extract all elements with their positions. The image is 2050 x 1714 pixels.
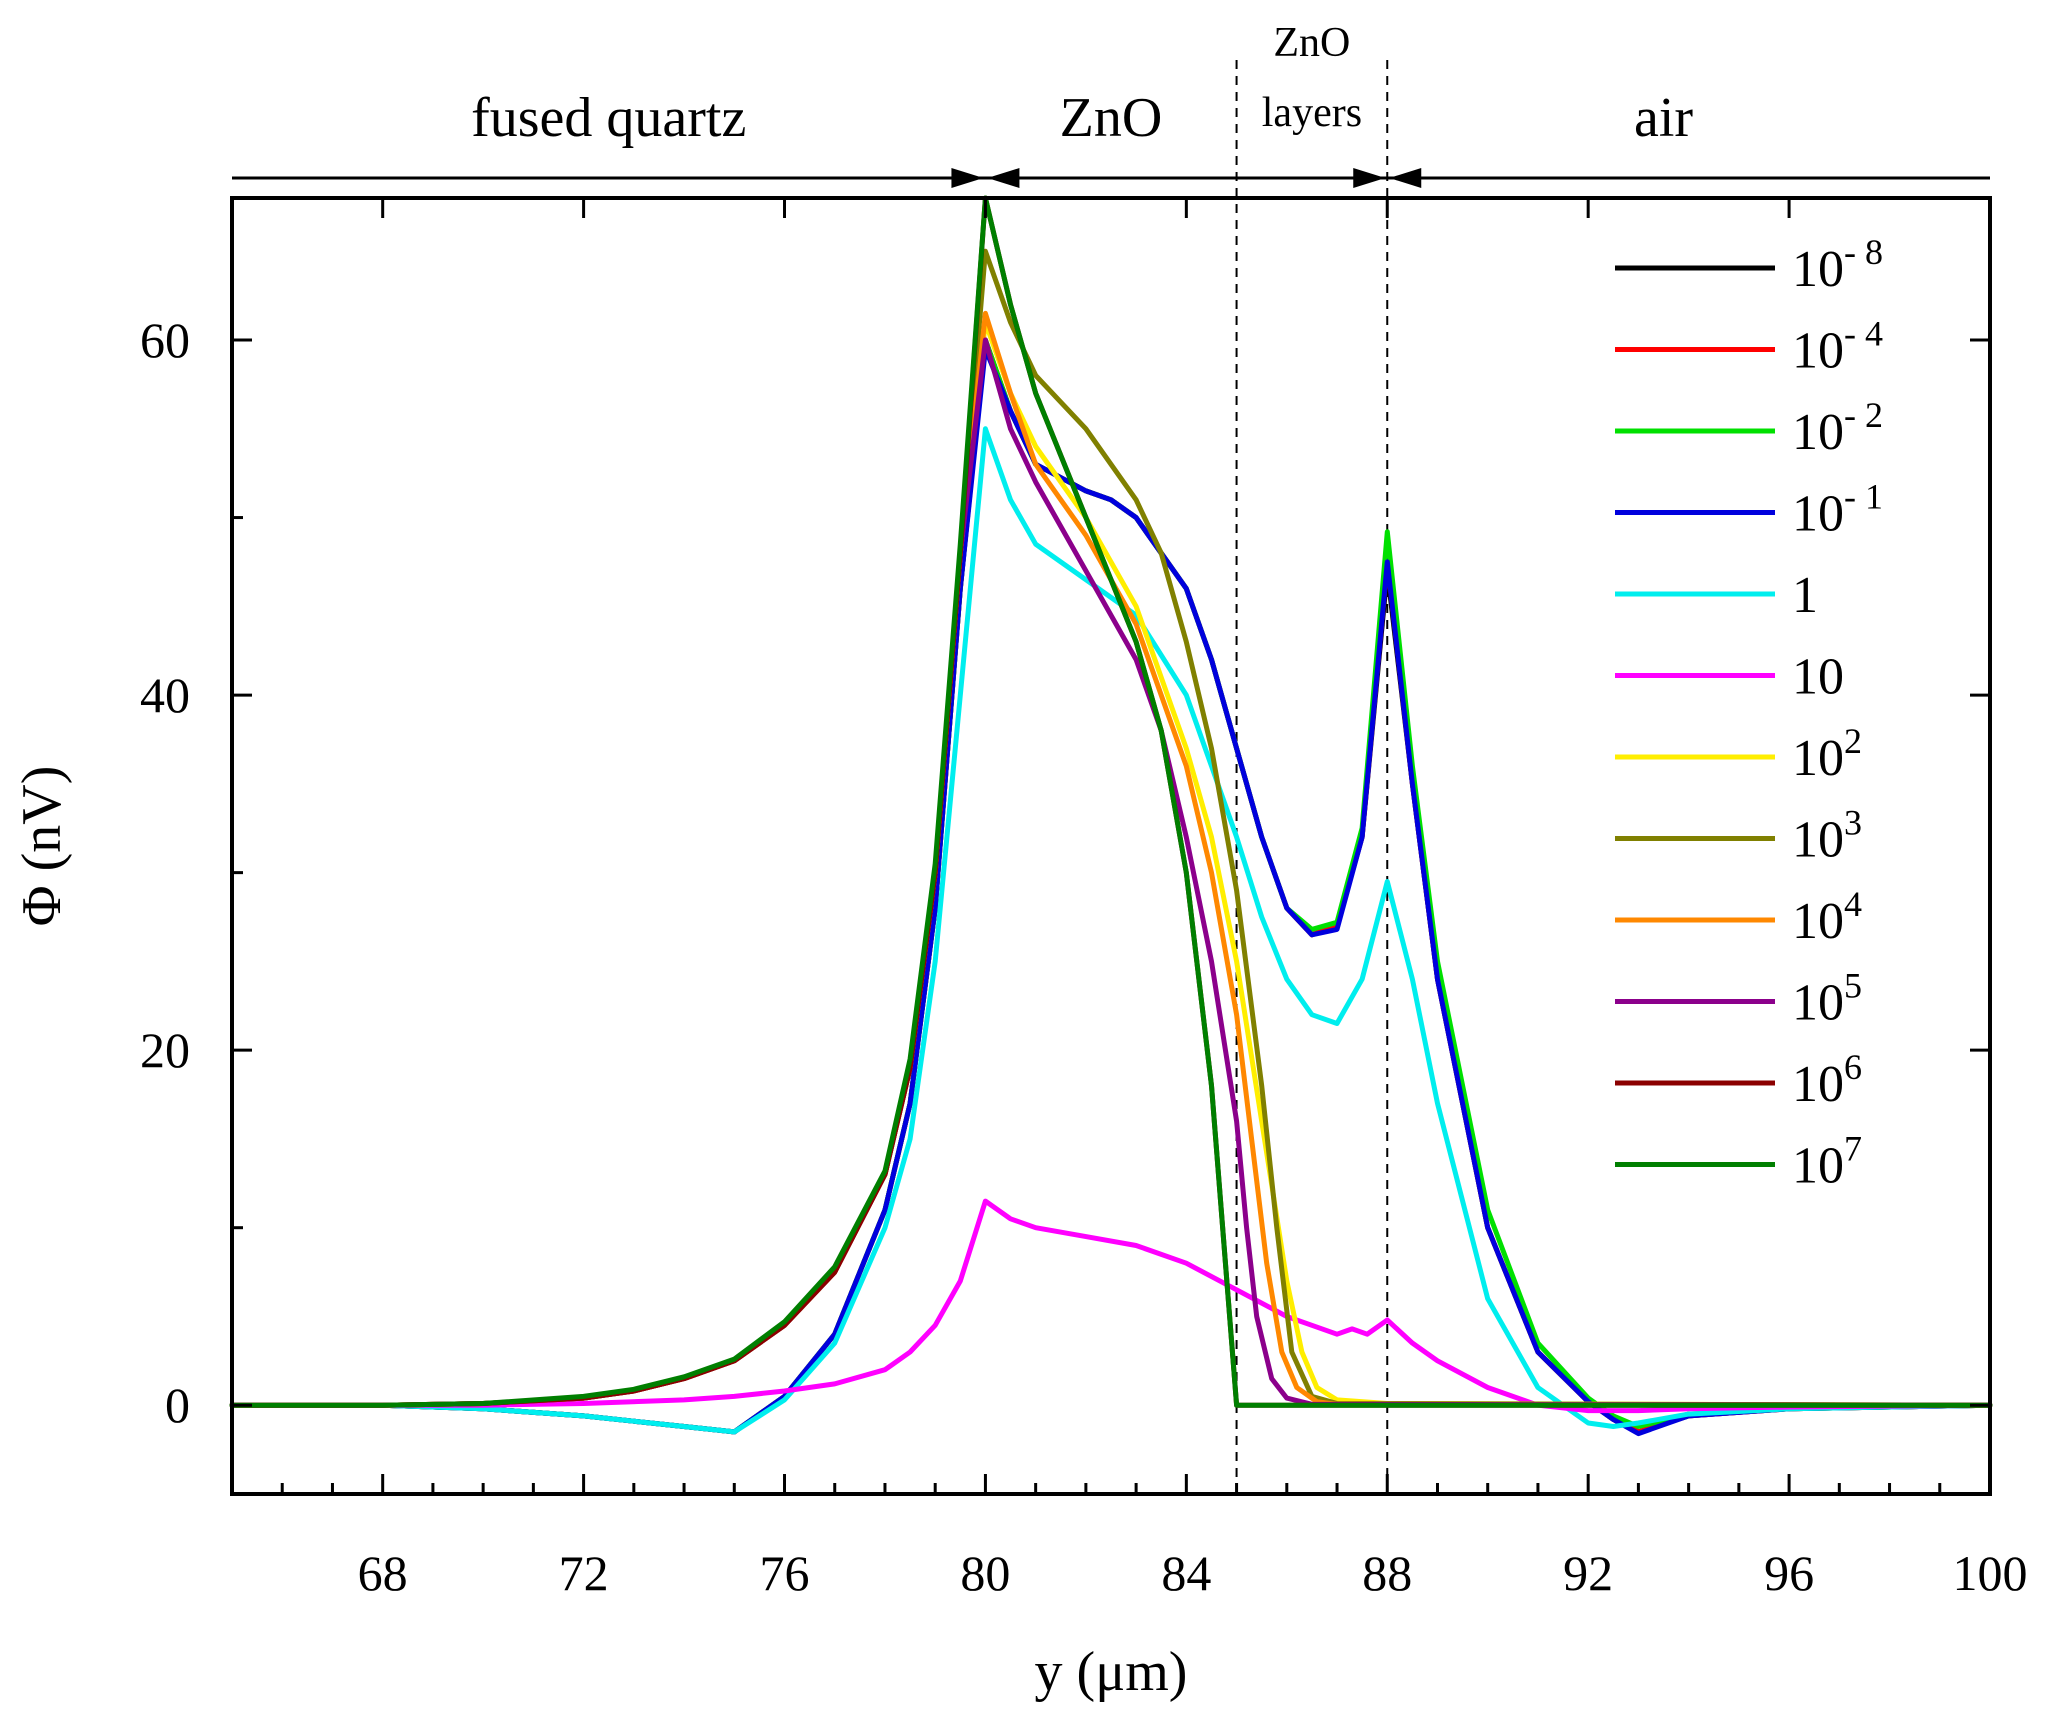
region-annotations: fused quartz ZnO ZnO layers air <box>232 20 1990 188</box>
series-line-0 <box>229 337 1993 1435</box>
x-tick-label: 72 <box>559 1545 609 1601</box>
legend-base: 10 <box>1792 812 1844 869</box>
plot-frame <box>230 196 1992 1496</box>
legend-base: 10 <box>1792 404 1844 461</box>
legend-exponent: 3 <box>1844 803 1862 843</box>
x-tick-label: 80 <box>960 1545 1010 1601</box>
series-line-11 <box>229 195 1993 1408</box>
legend-exponent: - 1 <box>1844 477 1883 517</box>
legend-base: 10 <box>1792 323 1844 380</box>
legend-base: 10 <box>1792 1138 1844 1195</box>
region-arrowhead-left <box>951 168 984 188</box>
x-axis-title: y (μm) <box>1035 1641 1188 1703</box>
series-line-5 <box>229 1198 1993 1414</box>
legend-label-7: 103 <box>1792 803 1862 869</box>
series-line-10 <box>229 195 1993 1408</box>
legend-base: 10 <box>1792 1056 1844 1113</box>
legend-exponent: 7 <box>1844 1129 1862 1169</box>
legend-exponent: - 2 <box>1844 395 1883 435</box>
legend-base: 10 <box>1792 241 1844 298</box>
legend-exponent: 4 <box>1844 884 1862 924</box>
region-label-line2: layers <box>1262 90 1362 136</box>
region-arrowhead-left <box>1353 168 1386 188</box>
x-tick-label: 88 <box>1362 1545 1412 1601</box>
legend: 10- 810- 410- 210- 111010210310410510610… <box>1615 232 1883 1195</box>
legend-base: 10 <box>1792 893 1844 950</box>
legend-label-0: 10- 8 <box>1792 232 1883 298</box>
legend-label-4: 1 <box>1792 567 1818 624</box>
legend-base: 10 <box>1792 486 1844 543</box>
legend-base: 10 <box>1792 975 1844 1032</box>
legend-label-10: 106 <box>1792 1047 1862 1113</box>
x-tick-label: 76 <box>760 1545 810 1601</box>
y-tick-label: 40 <box>140 667 190 723</box>
region-label: fused quartz <box>471 87 746 149</box>
series-line-7 <box>229 248 1993 1408</box>
x-tick-label: 96 <box>1764 1545 1814 1601</box>
legend-exponent: 6 <box>1844 1047 1862 1087</box>
y-tick-label: 60 <box>140 312 190 368</box>
x-tick-label: 100 <box>1953 1545 2028 1601</box>
y-tick-label: 0 <box>165 1377 190 1433</box>
legend-label-8: 104 <box>1792 884 1862 950</box>
legend-exponent: 5 <box>1844 966 1862 1006</box>
series-line-2 <box>229 337 1993 1435</box>
legend-label-1: 10- 4 <box>1792 314 1883 380</box>
y-tick-label: 20 <box>140 1022 190 1078</box>
legend-label-3: 10- 1 <box>1792 477 1883 543</box>
x-tick-label: 84 <box>1161 1545 1211 1601</box>
legend-base: 10 <box>1792 730 1844 787</box>
series-line-4 <box>229 426 1993 1435</box>
legend-label-9: 105 <box>1792 966 1862 1032</box>
series-line-1 <box>229 337 1993 1435</box>
y-axis-title: Φ (nV) <box>11 766 73 927</box>
region-label: ZnO <box>1273 20 1350 66</box>
legend-exponent: 2 <box>1844 721 1862 761</box>
region-label: air <box>1634 87 1693 149</box>
legend-exponent: - 4 <box>1844 314 1883 354</box>
region-arrowhead-right <box>987 168 1020 188</box>
legend-base: 1 <box>1792 567 1818 624</box>
legend-base: 10 <box>1792 649 1844 706</box>
x-tick-label: 68 <box>358 1545 408 1601</box>
legend-exponent: - 8 <box>1844 232 1883 272</box>
legend-label-5: 10 <box>1792 649 1844 706</box>
legend-label-2: 10- 2 <box>1792 395 1883 461</box>
series-layer <box>229 195 1993 1437</box>
region-arrowhead-right <box>1389 168 1422 188</box>
legend-label-6: 102 <box>1792 721 1862 787</box>
region-label: ZnO <box>1060 87 1163 149</box>
legend-label-11: 107 <box>1792 1129 1862 1195</box>
x-tick-label: 92 <box>1563 1545 1613 1601</box>
